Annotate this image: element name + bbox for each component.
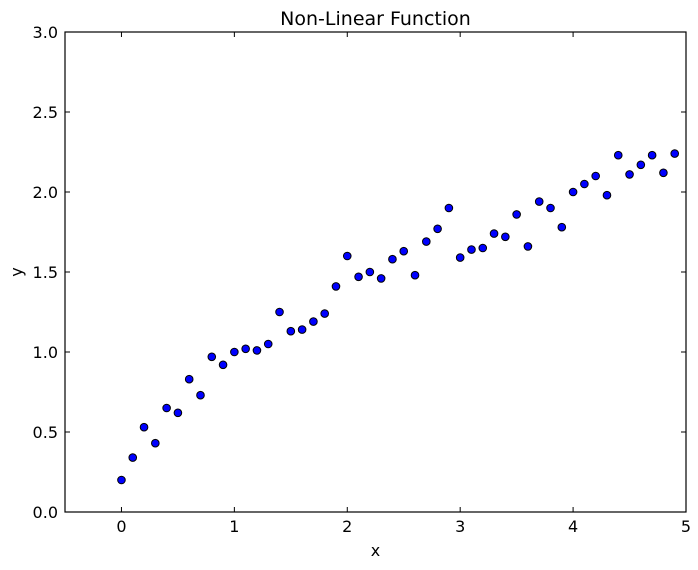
points-layer [117,149,680,485]
data-point [410,270,420,280]
y-tick-label: 2.5 [33,103,58,122]
data-point [455,253,465,262]
data-point [568,187,578,197]
data-point [422,237,431,246]
data-point [659,168,668,178]
data-point [128,453,138,462]
data-point [580,179,589,189]
chart-title: Non-Linear Function [280,8,471,30]
data-point [546,203,555,213]
data-point [263,339,273,349]
x-tick-label: 2 [342,517,352,536]
data-point [647,150,657,160]
data-point [275,307,284,317]
data-point [331,282,341,291]
data-point [162,403,171,413]
data-point [489,229,499,238]
data-point [354,272,363,282]
data-point [207,352,217,362]
data-point [444,203,454,213]
x-tick-label: 0 [116,517,126,536]
x-tick-label: 1 [229,517,239,536]
y-tick-label: 1.5 [33,263,58,282]
data-point [602,190,612,200]
data-point [139,422,149,432]
data-point [241,344,250,354]
ticks-layer: 0 1 2 3 4 5 0.0 0.5 1.0 1.5 2.0 2.5 3.0 [33,23,692,536]
data-point [365,267,375,277]
data-point [320,309,329,318]
data-point [252,346,262,355]
data-point [376,274,386,283]
y-tick-label: 1.0 [33,343,58,362]
data-point [613,150,623,160]
data-point [342,251,352,261]
data-point [117,475,126,485]
x-tick-label: 3 [455,517,465,536]
y-tick-label: 2.0 [33,183,58,202]
plot-frame [64,31,687,513]
data-point [625,170,634,179]
data-point [636,160,646,170]
data-point [591,171,600,181]
data-point [478,243,488,253]
y-axis-label: y [7,267,26,276]
data-point [399,246,409,256]
data-point [297,325,307,334]
data-point [196,390,205,400]
x-tick-label: 5 [681,517,691,536]
data-point [173,408,183,418]
data-point [433,224,442,234]
data-point [286,326,296,336]
data-point [501,232,510,242]
data-point [512,210,521,219]
y-tick-label: 0.5 [33,423,58,442]
data-point [218,360,228,370]
data-point [467,245,476,254]
data-point [230,347,239,357]
data-point [534,197,544,206]
data-point [388,254,397,264]
data-point [151,438,160,448]
y-tick-label: 3.0 [33,23,58,42]
x-tick-label: 4 [568,517,578,536]
x-axis-label: x [371,541,380,560]
data-point [557,222,567,232]
data-point [184,374,194,384]
data-point [309,317,318,326]
y-tick-label: 0.0 [33,503,58,522]
data-point [523,242,533,251]
data-point [670,149,680,158]
